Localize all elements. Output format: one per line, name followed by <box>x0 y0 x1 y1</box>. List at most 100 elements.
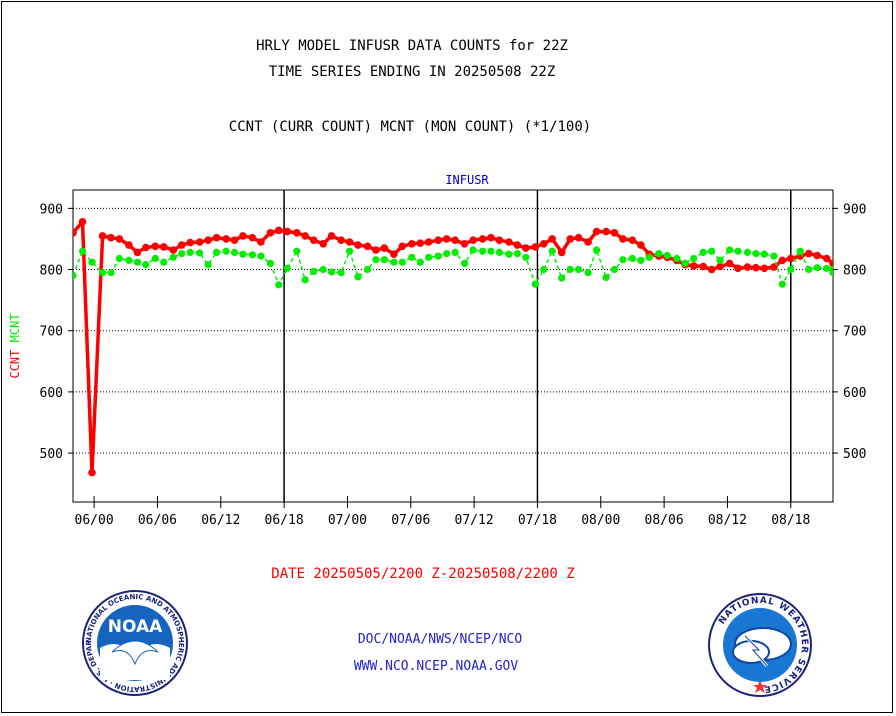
mcnt-point <box>230 248 239 256</box>
mcnt-point <box>293 247 301 255</box>
y-tick-label-right: 500 <box>843 447 866 462</box>
y-tick-label-left: 800 <box>40 264 63 279</box>
mcnt-point <box>151 254 159 263</box>
x-tick-label: 06/00 <box>75 513 114 528</box>
mcnt-point <box>99 269 107 277</box>
ccnt-point <box>133 248 142 257</box>
ccnt-point <box>390 250 398 258</box>
x-tick-label: 08/06 <box>645 513 684 528</box>
ccnt-point <box>442 235 451 243</box>
ccnt-point <box>169 246 178 254</box>
x-tick-label: 07/06 <box>391 513 430 528</box>
ccnt-point <box>257 238 265 246</box>
ccnt-point <box>204 236 212 244</box>
mcnt-point <box>699 248 707 256</box>
nco-website-link[interactable]: WWW.NCO.NCEP.NOAA.GOV <box>353 659 519 674</box>
ccnt-point <box>380 244 389 252</box>
mcnt-point <box>796 247 804 255</box>
ccnt-point <box>460 240 469 248</box>
mcnt-point <box>107 269 115 277</box>
mcnt-point <box>461 259 469 267</box>
ccnt-point <box>829 259 833 268</box>
mcnt-point <box>160 258 168 266</box>
mcnt-point <box>813 264 821 272</box>
mcnt-point <box>125 256 133 264</box>
y-tick-label-right: 900 <box>843 202 866 217</box>
mcnt-point <box>726 246 734 254</box>
mcnt-point <box>204 261 212 269</box>
ccnt-point <box>752 263 760 272</box>
ccnt-point <box>434 236 443 244</box>
ccnt-point <box>424 238 433 246</box>
mcnt-point <box>213 248 221 256</box>
mcnt-point <box>346 247 354 255</box>
ccnt-point <box>248 233 257 242</box>
ccnt-point <box>266 229 275 237</box>
mcnt-point <box>681 259 689 267</box>
ccnt-point <box>275 226 283 235</box>
ccnt-point <box>337 236 345 244</box>
y-tick-label-right: 800 <box>843 264 866 279</box>
mcnt-point <box>760 250 769 258</box>
x-tick-label: 08/18 <box>771 513 810 528</box>
ccnt-point <box>770 263 778 271</box>
mcnt-point <box>743 248 752 256</box>
ccnt-point <box>115 235 124 243</box>
mcnt-point <box>337 269 345 277</box>
mcnt-point <box>495 248 503 256</box>
y-tick-label-left: 900 <box>40 202 63 217</box>
chart-title-line1: HRLY MODEL INFUSR DATA COUNTS for 22Z <box>256 38 568 54</box>
mcnt-point <box>319 265 327 274</box>
ccnt-point <box>283 227 292 236</box>
plot-area-border <box>72 189 834 503</box>
ccnt-point <box>540 240 548 248</box>
ccnt-point <box>743 263 752 271</box>
mcnt-point <box>142 261 150 269</box>
ccnt-point <box>319 240 328 248</box>
mcnt-point <box>178 250 186 258</box>
ccnt-point <box>73 229 77 237</box>
y-axis-label-mcnt: MCNT <box>8 313 22 342</box>
ccnt-point <box>125 241 133 249</box>
mcnt-point <box>239 250 247 258</box>
x-tick-label: 06/18 <box>265 513 304 528</box>
ccnt-point <box>230 236 239 244</box>
series-mcnt <box>73 246 833 289</box>
mcnt-point <box>310 267 318 275</box>
y-axis-label-ccnt: CCNT <box>8 342 22 378</box>
mcnt-point <box>513 250 522 258</box>
mcnt-point <box>115 254 123 263</box>
mcnt-point <box>823 264 831 272</box>
mcnt-point <box>690 254 698 263</box>
mcnt-point <box>584 269 592 277</box>
mcnt-point <box>770 252 778 260</box>
ccnt-point <box>619 235 627 243</box>
ccnt-point <box>142 243 150 252</box>
ccnt-point <box>548 235 556 243</box>
ccnt-point <box>327 232 336 240</box>
mcnt-point <box>558 274 566 282</box>
mcnt-point <box>619 256 627 264</box>
mcnt-point <box>354 273 362 281</box>
mcnt-point <box>752 250 760 258</box>
ccnt-point <box>734 264 742 273</box>
mcnt-point <box>593 246 601 254</box>
mcnt-point <box>443 250 451 258</box>
mcnt-point <box>275 281 283 289</box>
mcnt-point <box>196 249 204 257</box>
ccnt-point <box>98 232 107 240</box>
mcnt-point <box>655 250 663 258</box>
ccnt-point <box>78 218 87 226</box>
mcnt-point <box>283 264 291 272</box>
ccnt-point <box>398 242 407 251</box>
noaa-logo: NATIONAL OCEANIC AND ATMOSPHERIC ADMINIS… <box>82 590 188 696</box>
doc-noaa-link[interactable]: DOC/NOAA/NWS/NCEP/NCO <box>357 632 523 647</box>
mcnt-point <box>805 265 813 274</box>
ccnt-point <box>354 241 362 249</box>
ccnt-point <box>487 233 495 242</box>
x-tick-label: 08/00 <box>581 513 620 528</box>
mcnt-point <box>829 269 833 277</box>
mcnt-point <box>408 253 416 261</box>
ccnt-point <box>239 232 247 240</box>
